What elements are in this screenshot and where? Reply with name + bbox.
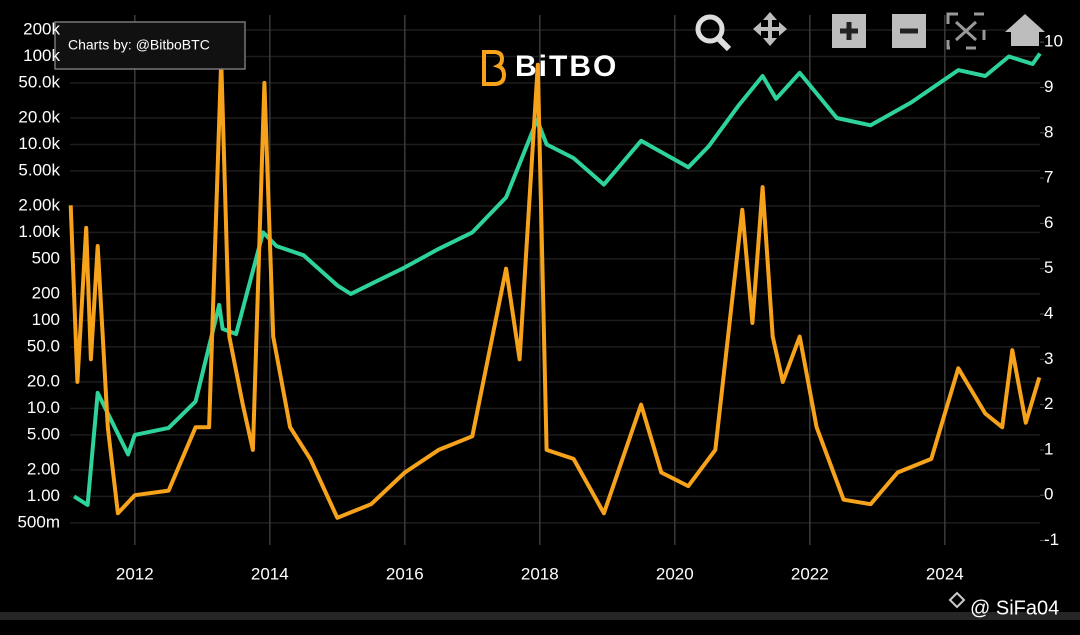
autoscale-cross	[954, 20, 978, 42]
y-tick-label: 20.0k	[18, 107, 60, 126]
y-tick-label: 100	[32, 310, 60, 329]
grid	[70, 15, 1044, 545]
credit: Charts by: @BitboBTC	[68, 37, 210, 53]
y-tick-label: 2.00	[27, 459, 60, 478]
y-tick-label: 100k	[23, 46, 60, 65]
y2-tick-label: 0	[1044, 485, 1053, 504]
bottom-bar	[0, 612, 1080, 620]
credit-box	[54, 21, 246, 70]
brand-logo	[482, 50, 507, 86]
y2-tick-label: 3	[1044, 349, 1053, 368]
y-tick-label: 50.0k	[18, 72, 60, 91]
y2-tick-label: 9	[1044, 77, 1053, 96]
y-tick-label: 1.00	[27, 486, 60, 505]
x-tick-label: 2022	[791, 564, 829, 583]
zoom-icon-handle[interactable]	[715, 35, 732, 52]
watermark: @ SiFa04	[970, 597, 1059, 619]
y2-tick-label: 7	[1044, 168, 1053, 187]
y-tick-label: 50.0	[27, 336, 60, 355]
y2-tick-label: 4	[1044, 303, 1053, 322]
series-line	[68, 58, 1042, 520]
y-tick-label: 500	[32, 248, 60, 267]
brand: BiTBO	[515, 50, 618, 83]
autoscale-icon[interactable]	[946, 12, 986, 50]
x-tick-label: 2016	[386, 564, 424, 583]
x-tick-label: 2018	[521, 564, 559, 583]
plus	[840, 22, 858, 40]
zoom-icon[interactable]	[695, 14, 725, 44]
y-tick-label: 2.00k	[18, 195, 60, 214]
y-tick-label: 5.00k	[18, 160, 60, 179]
x-tick-label: 2014	[251, 564, 289, 583]
home-icon[interactable]	[1005, 14, 1045, 46]
y-tick-label: 1.00k	[18, 222, 60, 241]
y-tick-label: 5.00	[27, 424, 60, 443]
y-tick-label: 20.0	[27, 371, 60, 390]
toolbar[interactable]	[695, 12, 1045, 52]
series-line	[73, 52, 1042, 507]
y2-tick-label: 8	[1044, 122, 1053, 141]
y2-tick-label: 5	[1044, 258, 1053, 277]
x-tick-label: 2024	[926, 564, 964, 583]
x-tick-label: 2020	[656, 564, 694, 583]
y-tick-label: 200	[32, 283, 60, 302]
x-tick-label: 2012	[116, 564, 154, 583]
y2-tick-label: 6	[1044, 213, 1053, 232]
y-tick-label: 10.0k	[18, 134, 60, 153]
y2-tick-label: 10	[1044, 32, 1063, 51]
series	[68, 52, 1042, 520]
y-tick-label: 200k	[23, 19, 60, 38]
y-tick-label: 10.0	[27, 398, 60, 417]
y2-tick-label: -1	[1044, 530, 1059, 549]
y-tick-label: 500m	[17, 512, 60, 531]
watermark-logo	[948, 591, 966, 609]
y2-tick-label: 1	[1044, 439, 1053, 458]
pan-icon[interactable]	[753, 12, 787, 46]
y2-tick-label: 2	[1044, 394, 1053, 413]
